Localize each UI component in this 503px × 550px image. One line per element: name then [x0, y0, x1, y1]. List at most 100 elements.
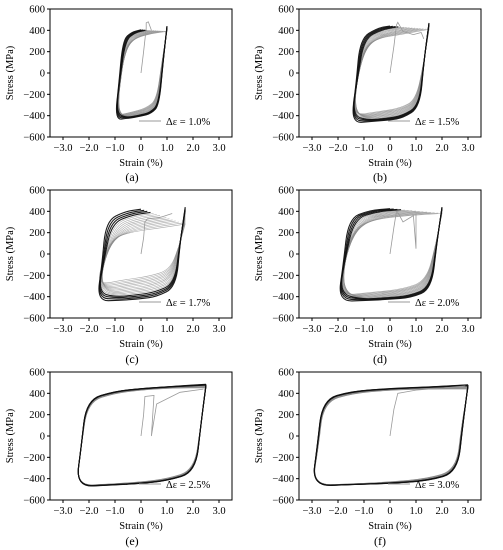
x-tick-label: −1.0 [105, 324, 124, 335]
hysteresis-loop-line [314, 387, 469, 486]
y-tick-label: 0 [40, 432, 45, 443]
y-axis-label: Stress (MPa) [5, 408, 16, 463]
hysteresis-loops [352, 21, 430, 123]
hysteresis-loop-line [314, 388, 469, 485]
hysteresis-loop-line [314, 387, 469, 486]
y-tick-label: 0 [289, 432, 294, 443]
y-axis-label: Stress (MPa) [5, 45, 16, 100]
chart-panel: −3.0 −2.0 −1.0 0 1.0 2.0 3.0 −600 −400 −200 0 200 40… [5, 186, 233, 366]
hysteresis-loops [339, 207, 443, 302]
initial-loading-line [140, 388, 204, 437]
x-tick-label: −2.0 [328, 143, 347, 154]
y-tick-label: 400 [29, 26, 45, 37]
x-tick-label: −1.0 [105, 506, 124, 517]
x-tick-label: 2.0 [435, 143, 448, 154]
x-tick-label: 1.0 [409, 143, 422, 154]
y-tick-label: 200 [29, 47, 45, 58]
x-tick-label: −2.0 [328, 324, 347, 335]
legend-strain-amplitude: Δε = 2.0% [415, 298, 459, 309]
x-tick-label: 1.0 [160, 506, 173, 517]
y-axis-label: Stress (MPa) [254, 45, 265, 100]
hysteresis-loop-line [313, 384, 469, 486]
y-tick-label: −400 [23, 474, 45, 485]
x-tick-label: −3.0 [53, 324, 72, 335]
hysteresis-loop-line [77, 385, 207, 486]
x-tick-label: 0 [387, 506, 392, 517]
x-tick-label: 2.0 [435, 506, 448, 517]
x-tick-label: 0 [387, 324, 392, 335]
x-tick-label: −3.0 [302, 324, 321, 335]
x-tick-label: −1.0 [354, 506, 373, 517]
hysteresis-loop-line [314, 387, 469, 486]
x-tick-label: −2.0 [79, 506, 98, 517]
x-tick-label: 1.0 [160, 324, 173, 335]
x-tick-label: 1.0 [160, 143, 173, 154]
x-axis-label: Strain (%) [119, 339, 163, 350]
x-tick-label: 1.0 [409, 506, 422, 517]
hysteresis-loop-line [77, 386, 207, 486]
y-tick-label: −200 [23, 90, 45, 101]
y-tick-label: −200 [23, 271, 45, 282]
initial-loading-line [140, 21, 152, 74]
y-tick-label: 600 [29, 368, 45, 379]
y-axis-label: Stress (MPa) [254, 408, 265, 463]
hysteresis-loops [98, 207, 186, 302]
y-tick-label: −600 [23, 133, 45, 144]
x-tick-label: 3.0 [461, 506, 474, 517]
y-tick-label: 0 [289, 69, 294, 80]
panel-label: (a) [125, 170, 138, 184]
chart-panel: −3.0 −2.0 −1.0 0 1.0 2.0 3.0 −600 −400 −200 0 200 40… [5, 5, 233, 184]
initial-loading-line [389, 210, 417, 255]
x-tick-label: 3.0 [461, 324, 474, 335]
x-tick-label: −1.0 [354, 324, 373, 335]
x-tick-label: −2.0 [79, 143, 98, 154]
hysteresis-loop-line [77, 386, 207, 486]
y-tick-label: 600 [278, 5, 294, 16]
hysteresis-loop-line [77, 385, 207, 486]
x-axis-label: Strain (%) [368, 339, 412, 350]
y-tick-label: 600 [29, 5, 45, 16]
panel-label: (b) [373, 170, 387, 184]
hysteresis-loop-line [77, 386, 207, 486]
hysteresis-loop-line [314, 386, 469, 486]
hysteresis-loop-line [352, 22, 430, 123]
x-tick-label: 3.0 [212, 143, 225, 154]
y-tick-label: 400 [29, 389, 45, 400]
hysteresis-loop-line [313, 385, 469, 486]
x-tick-label: 0 [138, 506, 143, 517]
hysteresis-loop-line [341, 208, 443, 300]
panel-label: (e) [125, 534, 138, 548]
legend-strain-amplitude: Δε = 1.7% [166, 298, 210, 309]
hysteresis-loop-line [77, 387, 207, 486]
x-tick-label: −2.0 [328, 506, 347, 517]
legend-strain-amplitude: Δε = 2.5% [166, 480, 210, 491]
x-tick-label: 0 [387, 143, 392, 154]
hysteresis-loop-line [100, 221, 186, 286]
y-tick-label: 600 [278, 186, 294, 197]
hysteresis-loop-line [77, 383, 207, 487]
chart-panel: −3.0 −2.0 −1.0 0 1.0 2.0 3.0 −600 −400 −200 0 200 40… [254, 186, 482, 366]
hysteresis-loops [115, 21, 168, 120]
x-tick-label: 1.0 [409, 324, 422, 335]
y-tick-label: 400 [29, 207, 45, 218]
legend-strain-amplitude: Δε = 1.0% [166, 117, 210, 128]
legend-strain-amplitude: Δε = 1.5% [415, 117, 459, 128]
y-tick-label: −600 [272, 133, 294, 144]
x-tick-label: 0 [138, 143, 143, 154]
y-tick-label: 200 [29, 410, 45, 421]
hysteresis-loop-line [77, 384, 207, 487]
initial-loading-line [389, 21, 425, 74]
x-tick-label: 2.0 [186, 506, 199, 517]
hysteresis-loop-line [77, 384, 207, 487]
y-tick-label: 0 [40, 250, 45, 261]
y-tick-label: −400 [272, 111, 294, 122]
x-axis-label: Strain (%) [368, 158, 412, 169]
y-tick-label: −600 [23, 314, 45, 325]
hysteresis-loop-line [99, 223, 186, 284]
chart-panel: −3.0 −2.0 −1.0 0 1.0 2.0 3.0 −600 −400 −200 0 200 40… [254, 5, 482, 184]
x-tick-label: 2.0 [186, 324, 199, 335]
y-tick-label: 0 [289, 250, 294, 261]
hysteresis-loop-line [77, 387, 207, 486]
panel-label: (f) [374, 534, 386, 548]
y-tick-label: 400 [278, 26, 294, 37]
